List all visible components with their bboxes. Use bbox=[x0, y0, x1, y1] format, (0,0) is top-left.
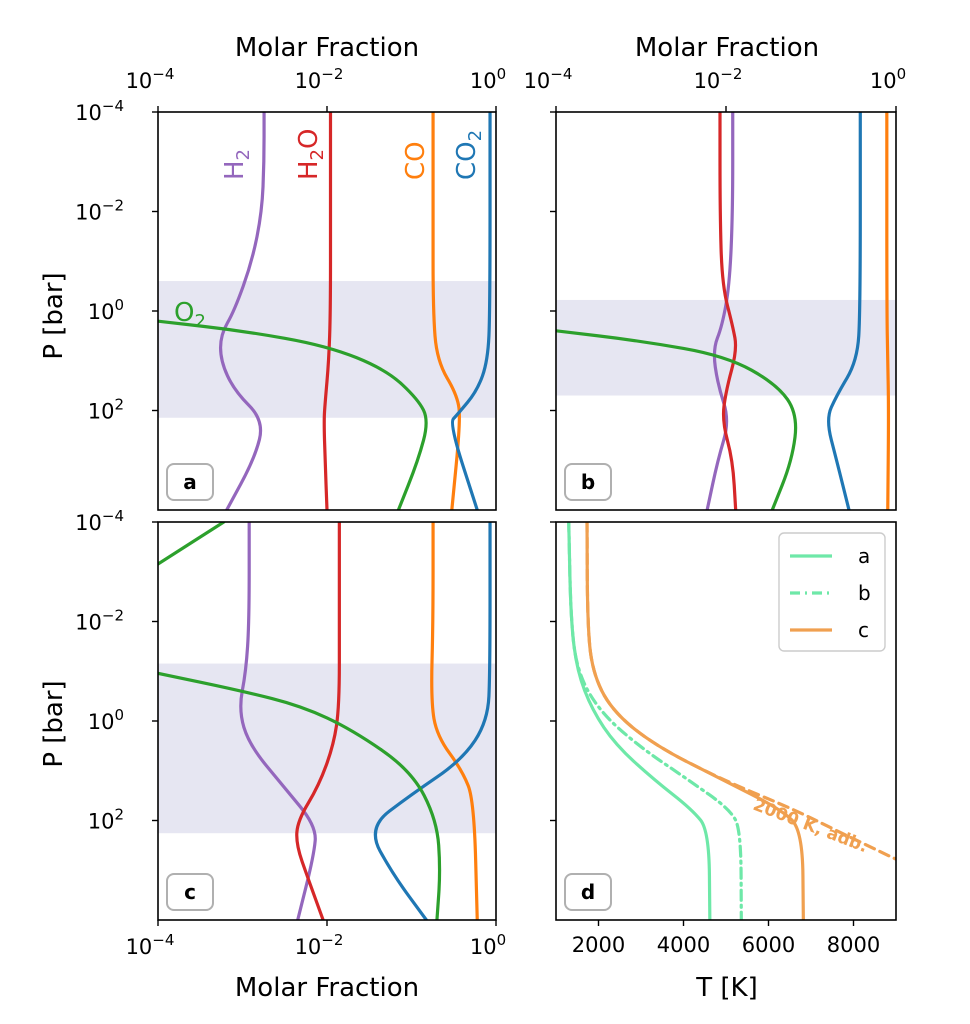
xtick-d-1: 4000 bbox=[657, 933, 710, 957]
ytick-c-3: 102 bbox=[88, 806, 124, 834]
legend-label-a: a bbox=[858, 544, 870, 568]
xtick-d-0: 2000 bbox=[572, 933, 625, 957]
series-a-H2O-1 bbox=[322, 112, 333, 510]
series-d-adiabat-3 bbox=[585, 522, 896, 861]
svg-text:b: b bbox=[581, 470, 595, 494]
ytick-a-0: 10−4 bbox=[75, 97, 124, 125]
xtick-c-2: 100 bbox=[470, 931, 506, 959]
series-c-O2-4 bbox=[158, 522, 226, 566]
xtick-c-1: 10−2 bbox=[295, 931, 344, 959]
series-a-O2-4 bbox=[158, 319, 428, 510]
ytick-c-2: 100 bbox=[88, 706, 124, 734]
series-c-CO2-3 bbox=[373, 522, 492, 920]
legend-label-c: c bbox=[858, 618, 869, 642]
label-co2: CO2 bbox=[452, 130, 486, 180]
xlabel-top-left: Molar Fraction bbox=[235, 33, 419, 63]
xtick-a-0: 10−4 bbox=[126, 65, 175, 93]
series-a-CO-2 bbox=[431, 112, 461, 510]
series-a-H2-0 bbox=[218, 112, 266, 510]
label-co: CO bbox=[401, 141, 431, 180]
panel-tag-c: c bbox=[166, 873, 214, 911]
xtick-b-2: 100 bbox=[870, 65, 906, 93]
ylabel-bottom: P [bar] bbox=[39, 680, 69, 767]
adiabat-annotation: 2000 K, adb. bbox=[750, 795, 870, 857]
xtick-c-0: 10−4 bbox=[126, 931, 175, 959]
ytick-a-1: 10−2 bbox=[75, 197, 124, 225]
legend-label-b: b bbox=[858, 581, 871, 605]
panel-b: 10−4 10−2 100 b bbox=[524, 65, 906, 511]
ytick-c-0: 10−4 bbox=[75, 507, 124, 535]
series-b-H2O-1 bbox=[718, 112, 738, 510]
panel-d: 2000 4000 6000 8000 d abc 2000 K, adb. bbox=[550, 521, 897, 957]
panel-tag-d: d bbox=[564, 873, 612, 911]
ytick-a-3: 102 bbox=[88, 396, 124, 424]
panel-c: 10−4 10−2 100 102 10−4 10−2 100 c bbox=[75, 507, 506, 959]
svg-text:d: d bbox=[581, 880, 595, 904]
series-d-a-0 bbox=[567, 522, 712, 920]
xlabel-bottom-right: T [K] bbox=[695, 973, 757, 1003]
shaded-band-c bbox=[158, 663, 496, 834]
xlabel-bottom-left: Molar Fraction bbox=[235, 973, 419, 1003]
series-c-H2-0 bbox=[239, 522, 317, 920]
xtick-d-3: 8000 bbox=[827, 933, 880, 957]
xlabel-top-right: Molar Fraction bbox=[635, 33, 819, 63]
xtick-b-0: 10−4 bbox=[524, 65, 573, 93]
label-h2: H2 bbox=[220, 149, 254, 180]
ylabel-top: P [bar] bbox=[39, 272, 69, 359]
series-b-O2-4 bbox=[556, 329, 798, 510]
series-c-O2-5 bbox=[158, 671, 442, 920]
label-o2: O2 bbox=[174, 298, 206, 332]
series-a-CO2-3 bbox=[450, 112, 492, 510]
panel-tag-b: b bbox=[564, 463, 612, 501]
series-b-CO2-2 bbox=[827, 112, 862, 510]
label-h2o: H2O bbox=[294, 129, 328, 180]
series-c-CO-2 bbox=[430, 522, 479, 920]
ytick-a-2: 100 bbox=[88, 296, 124, 324]
series-d-c-2 bbox=[585, 522, 805, 920]
xtick-b-1: 10−2 bbox=[694, 65, 743, 93]
svg-text:c: c bbox=[184, 880, 196, 904]
ytick-c-1: 10−2 bbox=[75, 607, 124, 635]
xtick-a-2: 100 bbox=[470, 65, 506, 93]
xtick-d-2: 6000 bbox=[742, 933, 795, 957]
series-c-H2O-1 bbox=[295, 522, 341, 920]
panel-tag-a: a bbox=[166, 463, 214, 501]
panel-a: 10−4 10−2 100 102 10−4 10−2 100 a H2 H2O CO CO2 O2 bbox=[75, 65, 506, 511]
legend: abc bbox=[778, 532, 886, 652]
shaded-band-b bbox=[556, 299, 896, 396]
series-b-CO-3 bbox=[885, 112, 891, 510]
svg-text:a: a bbox=[183, 470, 197, 494]
xtick-a-1: 10−2 bbox=[295, 65, 344, 93]
series-d-b-1 bbox=[567, 522, 743, 920]
